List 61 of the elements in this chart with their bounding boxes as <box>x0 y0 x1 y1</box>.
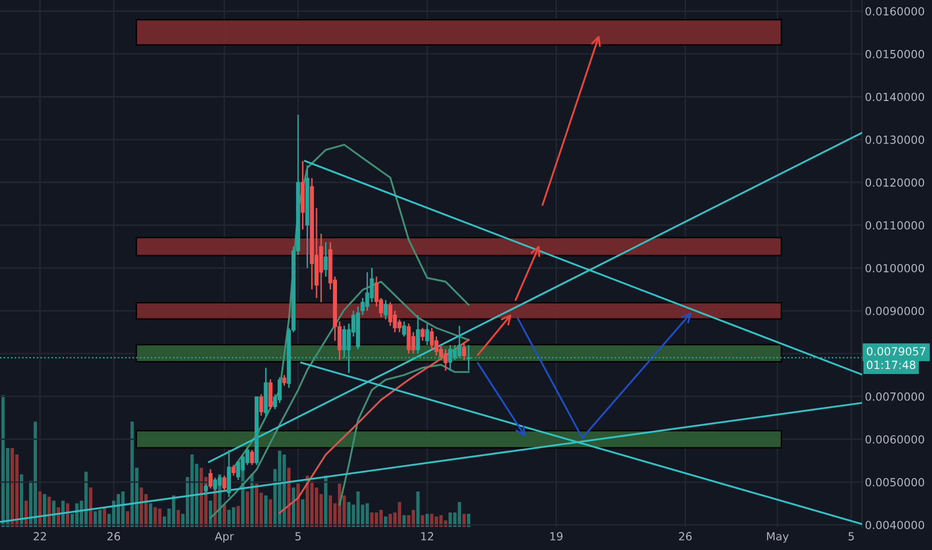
candlestick <box>462 342 466 361</box>
x-tick-label: 22 <box>34 532 46 540</box>
y-tick-label: 0.0140000 <box>866 92 924 102</box>
candlestick <box>416 314 420 354</box>
bar <box>48 496 51 527</box>
x-tick-label: 5 <box>295 532 301 540</box>
y-tick-label: 0.0050000 <box>866 478 924 486</box>
y-tick-label: 0.0070000 <box>866 392 924 401</box>
bar <box>66 503 70 527</box>
candlestick <box>250 449 254 466</box>
bar <box>236 506 240 527</box>
candlestick <box>384 299 388 320</box>
bar <box>264 495 268 527</box>
candlestick <box>402 320 406 338</box>
x-tick-label: 26 <box>107 532 120 540</box>
y-tick-label: 0.0120000 <box>866 178 924 187</box>
bar <box>384 516 388 527</box>
bar <box>426 514 429 527</box>
y-tick-label: 0.0150000 <box>866 50 924 58</box>
candlestick <box>282 374 286 386</box>
candlestick <box>222 474 226 492</box>
candlestick <box>232 464 236 476</box>
candlestick <box>208 468 213 490</box>
ref-line-label: 0.0079057 <box>866 347 926 356</box>
bar <box>24 500 28 527</box>
candlestick <box>245 447 250 466</box>
bar <box>370 512 374 527</box>
x-tick-label: 19 <box>550 532 563 540</box>
bar <box>246 491 250 527</box>
bar <box>172 495 176 527</box>
bar <box>287 468 291 527</box>
bar <box>222 504 226 527</box>
y-tick-label: 0.0110000 <box>866 221 924 230</box>
bar <box>301 499 304 527</box>
candlestick <box>397 318 402 333</box>
x-tick-label: 12 <box>421 532 434 540</box>
y-tick-label: 0.0160000 <box>866 7 924 16</box>
bar <box>88 487 92 527</box>
bar <box>140 487 144 527</box>
candlestick <box>268 378 272 410</box>
bar <box>176 510 180 527</box>
candlestick <box>425 322 430 346</box>
y-tick-label: 0.0130000 <box>866 136 924 144</box>
bar <box>52 500 56 527</box>
bar <box>466 514 470 527</box>
candlestick <box>204 483 208 496</box>
bar <box>402 515 406 527</box>
bar <box>328 495 332 527</box>
y-tick-label: 0.0090000 <box>866 306 924 316</box>
y-tick-label: 0.0040000 <box>866 520 924 530</box>
x-tick-label: 26 <box>679 532 692 540</box>
x-tick-label: 5 <box>848 532 854 540</box>
x-tick-label: May <box>767 532 789 543</box>
candlestick <box>324 242 328 278</box>
x-tick-label: Apr <box>214 532 234 543</box>
text: 01:17:48 <box>866 360 916 370</box>
y-tick-label: 0.0100000 <box>866 264 924 272</box>
candlestick <box>259 394 264 416</box>
candlestick <box>420 327 425 342</box>
y-tick-label: 0.0060000 <box>866 435 924 444</box>
bar <box>324 476 328 527</box>
